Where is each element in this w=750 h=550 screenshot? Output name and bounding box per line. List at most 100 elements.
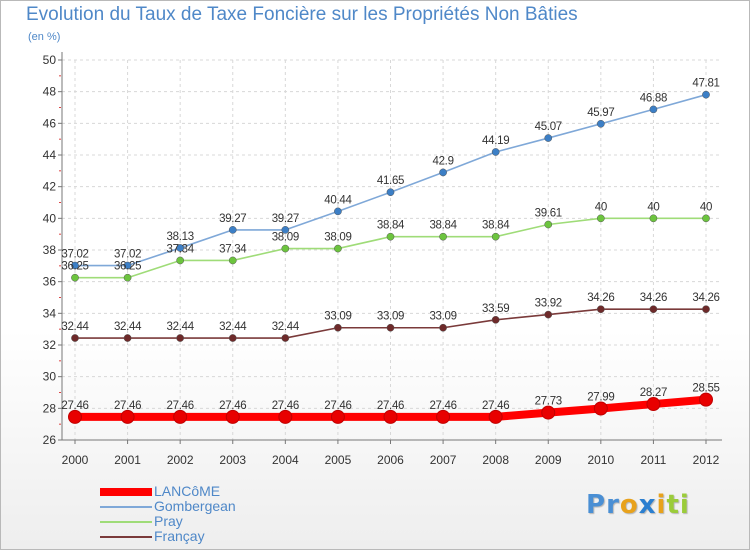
data-label-gombergean: 37.02 <box>61 249 88 261</box>
data-label-lanco-me: 27.73 <box>535 396 562 408</box>
data-label-pray: 37.34 <box>167 243 195 255</box>
data-label-lanco-me: 28.55 <box>692 383 719 395</box>
legend-swatch <box>100 521 152 523</box>
data-point-lanco-me <box>68 409 82 424</box>
data-point-gombergean <box>386 188 395 197</box>
data-point-lanco-me <box>436 409 451 424</box>
data-point-pray <box>123 273 132 282</box>
legend-swatch <box>100 488 152 496</box>
data-label-pray: 38.84 <box>429 220 457 232</box>
data-label-franc-ay: 32.44 <box>167 321 195 333</box>
legend-swatch <box>100 506 152 508</box>
y-tick-label: 48 <box>43 85 57 99</box>
y-tick-label: 32 <box>43 338 57 352</box>
data-label-gombergean: 47.81 <box>692 78 719 90</box>
x-tick-label: 2009 <box>535 453 562 467</box>
data-label-gombergean: 44.19 <box>482 135 509 147</box>
data-label-pray: 38.84 <box>377 220 405 232</box>
y-tick-label: 50 <box>43 53 57 67</box>
data-label-gombergean: 39.27 <box>219 213 246 225</box>
x-tick-label: 2000 <box>62 453 89 467</box>
data-point-lanco-me <box>383 409 398 424</box>
data-label-gombergean: 46.88 <box>640 92 667 104</box>
data-label-franc-ay: 33.09 <box>377 311 404 323</box>
data-point-pray <box>386 232 395 241</box>
data-point-pray <box>544 220 553 229</box>
data-label-gombergean: 45.97 <box>587 107 614 119</box>
data-label-pray: 40 <box>595 201 607 213</box>
y-tick-label: 44 <box>43 148 57 162</box>
data-label-lanco-me: 27.46 <box>61 400 88 412</box>
data-point-franc-ay <box>228 334 237 342</box>
data-point-pray <box>439 232 447 241</box>
legend-label: Gombergean <box>154 498 236 514</box>
data-label-pray: 38.09 <box>272 232 299 244</box>
data-label-pray: 38.09 <box>324 232 351 244</box>
data-label-gombergean: 39.27 <box>272 213 299 225</box>
y-tick-label: 38 <box>43 243 57 257</box>
data-point-gombergean <box>123 261 132 270</box>
y-tick-label: 40 <box>43 211 57 225</box>
data-point-gombergean <box>702 90 710 99</box>
x-tick-label: 2011 <box>641 453 667 467</box>
data-label-franc-ay: 33.59 <box>482 303 509 315</box>
data-point-lanco-me <box>593 401 608 416</box>
data-label-lanco-me: 27.46 <box>377 400 404 412</box>
data-point-franc-ay <box>596 305 605 314</box>
x-tick-label: 2006 <box>377 453 404 467</box>
x-tick-label: 2010 <box>587 453 614 467</box>
x-tick-label: 2001 <box>114 453 141 467</box>
x-tick-label: 2002 <box>167 453 194 467</box>
data-point-gombergean <box>281 226 290 234</box>
data-point-franc-ay <box>176 334 185 342</box>
data-point-lanco-me <box>488 409 503 424</box>
data-label-lanco-me: 27.99 <box>587 391 614 403</box>
data-label-pray: 40 <box>700 201 712 213</box>
data-point-lanco-me <box>699 392 713 407</box>
data-label-franc-ay: 33.09 <box>324 311 351 323</box>
data-label-gombergean: 45.07 <box>535 121 562 133</box>
legend-label: Pray <box>154 513 183 529</box>
y-tick-label: 42 <box>43 180 57 194</box>
x-tick-label: 2012 <box>693 453 720 467</box>
y-tick-label: 30 <box>43 370 57 384</box>
y-tick-label: 34 <box>43 306 57 320</box>
data-label-gombergean: 38.13 <box>167 231 194 243</box>
data-point-pray <box>281 244 290 253</box>
legend-swatch <box>100 536 152 538</box>
data-label-lanco-me: 27.46 <box>324 400 351 412</box>
data-point-gombergean <box>596 119 605 128</box>
chart-subtitle: (en %) <box>28 31 61 43</box>
data-label-franc-ay: 33.09 <box>429 311 456 323</box>
data-point-lanco-me <box>120 409 135 424</box>
data-label-lanco-me: 28.27 <box>640 387 667 399</box>
data-point-gombergean <box>544 134 553 142</box>
data-label-franc-ay: 32.44 <box>219 321 247 333</box>
data-point-franc-ay <box>71 334 79 342</box>
data-point-franc-ay <box>439 323 447 332</box>
x-tick-label: 2007 <box>430 453 457 467</box>
data-point-lanco-me <box>541 405 556 420</box>
data-label-franc-ay: 32.44 <box>114 321 142 333</box>
data-point-franc-ay <box>334 323 342 332</box>
data-point-gombergean <box>334 207 342 216</box>
data-label-lanco-me: 27.46 <box>429 400 456 412</box>
y-tick-label: 36 <box>43 275 57 289</box>
data-point-gombergean <box>439 168 447 177</box>
data-label-franc-ay: 34.26 <box>640 292 667 304</box>
proxiti-logo: Proxiti <box>586 490 690 520</box>
data-label-franc-ay: 32.44 <box>272 321 300 333</box>
data-point-franc-ay <box>649 305 658 314</box>
data-label-franc-ay: 32.44 <box>61 321 89 333</box>
data-label-gombergean: 40.44 <box>324 194 352 206</box>
data-point-gombergean <box>491 148 500 156</box>
y-tick-label: 46 <box>43 116 57 130</box>
x-tick-label: 2008 <box>482 453 509 467</box>
data-label-pray: 40 <box>647 201 659 213</box>
data-label-lanco-me: 27.46 <box>114 400 141 412</box>
data-point-gombergean <box>649 105 658 114</box>
data-point-pray <box>491 232 500 241</box>
data-label-pray: 36.25 <box>61 261 88 273</box>
data-label-pray: 37.34 <box>219 243 247 255</box>
data-point-lanco-me <box>646 397 661 412</box>
